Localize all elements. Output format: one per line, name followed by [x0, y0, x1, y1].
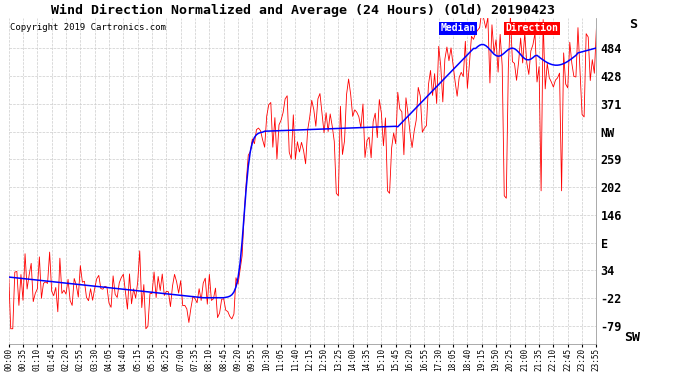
- Text: S: S: [629, 18, 637, 32]
- Text: Copyright 2019 Cartronics.com: Copyright 2019 Cartronics.com: [10, 23, 166, 32]
- Text: SW: SW: [624, 330, 640, 344]
- Text: Median: Median: [441, 23, 476, 33]
- Text: Direction: Direction: [505, 23, 558, 33]
- Title: Wind Direction Normalized and Average (24 Hours) (Old) 20190423: Wind Direction Normalized and Average (2…: [50, 4, 555, 17]
